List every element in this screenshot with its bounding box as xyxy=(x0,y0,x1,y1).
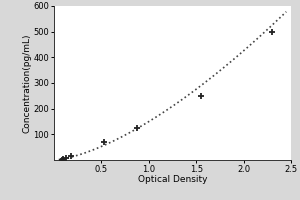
X-axis label: Optical Density: Optical Density xyxy=(138,175,207,184)
Y-axis label: Concentration(pg/mL): Concentration(pg/mL) xyxy=(23,33,32,133)
